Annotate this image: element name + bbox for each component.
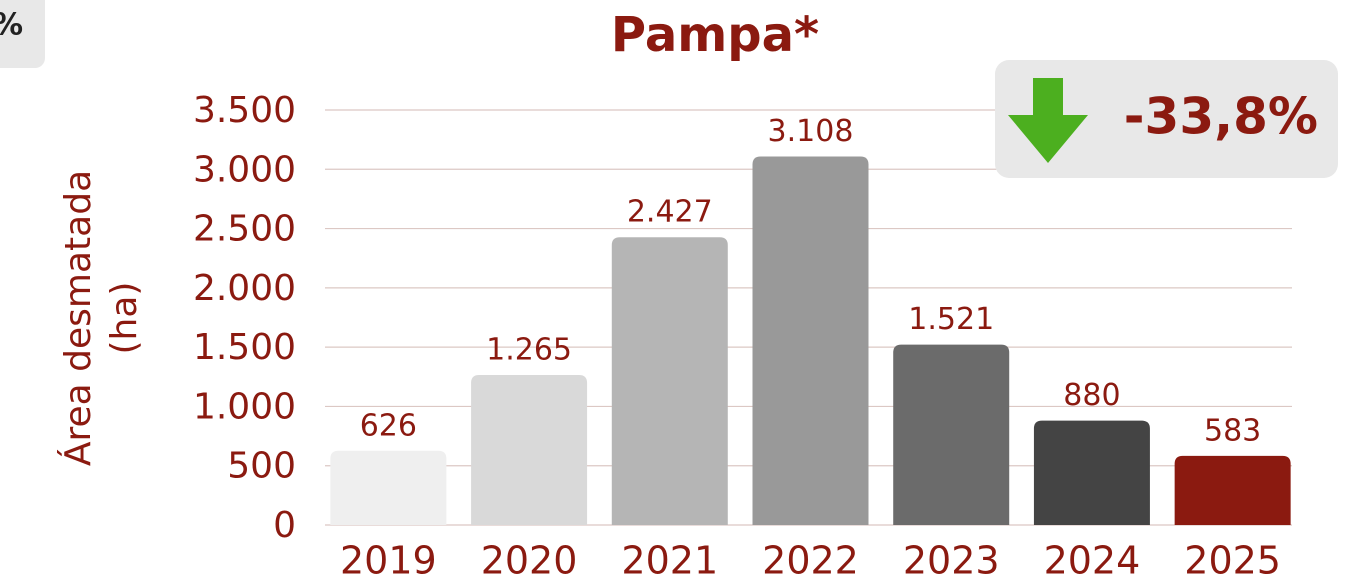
bar (893, 344, 1010, 525)
badge (995, 60, 1338, 178)
bar (1174, 455, 1291, 525)
annotation: -33,8% (1124, 88, 1318, 146)
y-axis-label: Área desmatada (57, 170, 99, 466)
y-tick-label: 3.000 (193, 149, 296, 190)
bar (471, 375, 588, 525)
value-label: 2.427 (627, 195, 713, 230)
y-tick-label: 2.500 (193, 209, 296, 250)
bar (611, 237, 728, 525)
y-tick-label: 3.500 (193, 90, 296, 131)
x-tick-label: 2021 (621, 539, 718, 583)
y-tick-label: 0 (273, 505, 296, 546)
y-axis-label: (ha) (104, 282, 145, 355)
x-tick-label: 2019 (340, 539, 437, 583)
x-tick-label: 2025 (1184, 539, 1281, 583)
x-tick-label: 2023 (903, 539, 1000, 583)
bar (752, 156, 869, 526)
chart-title: Pampa* (611, 7, 819, 63)
bar (330, 450, 447, 525)
value-label: 1.265 (486, 333, 572, 368)
y-tick-label: 1.500 (193, 327, 296, 368)
bar (1033, 420, 1150, 525)
y-tick-label: 500 (227, 446, 296, 487)
plot: 0 500 1.000 1.500 2.000 2.500 3.000 3.500 2019 62… (193, 90, 1292, 583)
value-label: 1.521 (908, 302, 994, 337)
down-arrow (1008, 78, 1088, 163)
x-tick-label: 2022 (762, 539, 859, 583)
value-label: 3.108 (768, 114, 854, 149)
y-tick-label: 1.000 (193, 386, 296, 427)
x-tick-label: 2024 (1044, 539, 1141, 583)
value-label: 880 (1063, 378, 1120, 413)
x-tick-label: 2020 (481, 539, 578, 583)
corner-label: % (0, 8, 23, 43)
value-label: 583 (1204, 413, 1261, 448)
y-tick-label: 2.000 (193, 268, 296, 309)
corner-box (0, 0, 45, 68)
value-label: 626 (360, 408, 417, 443)
